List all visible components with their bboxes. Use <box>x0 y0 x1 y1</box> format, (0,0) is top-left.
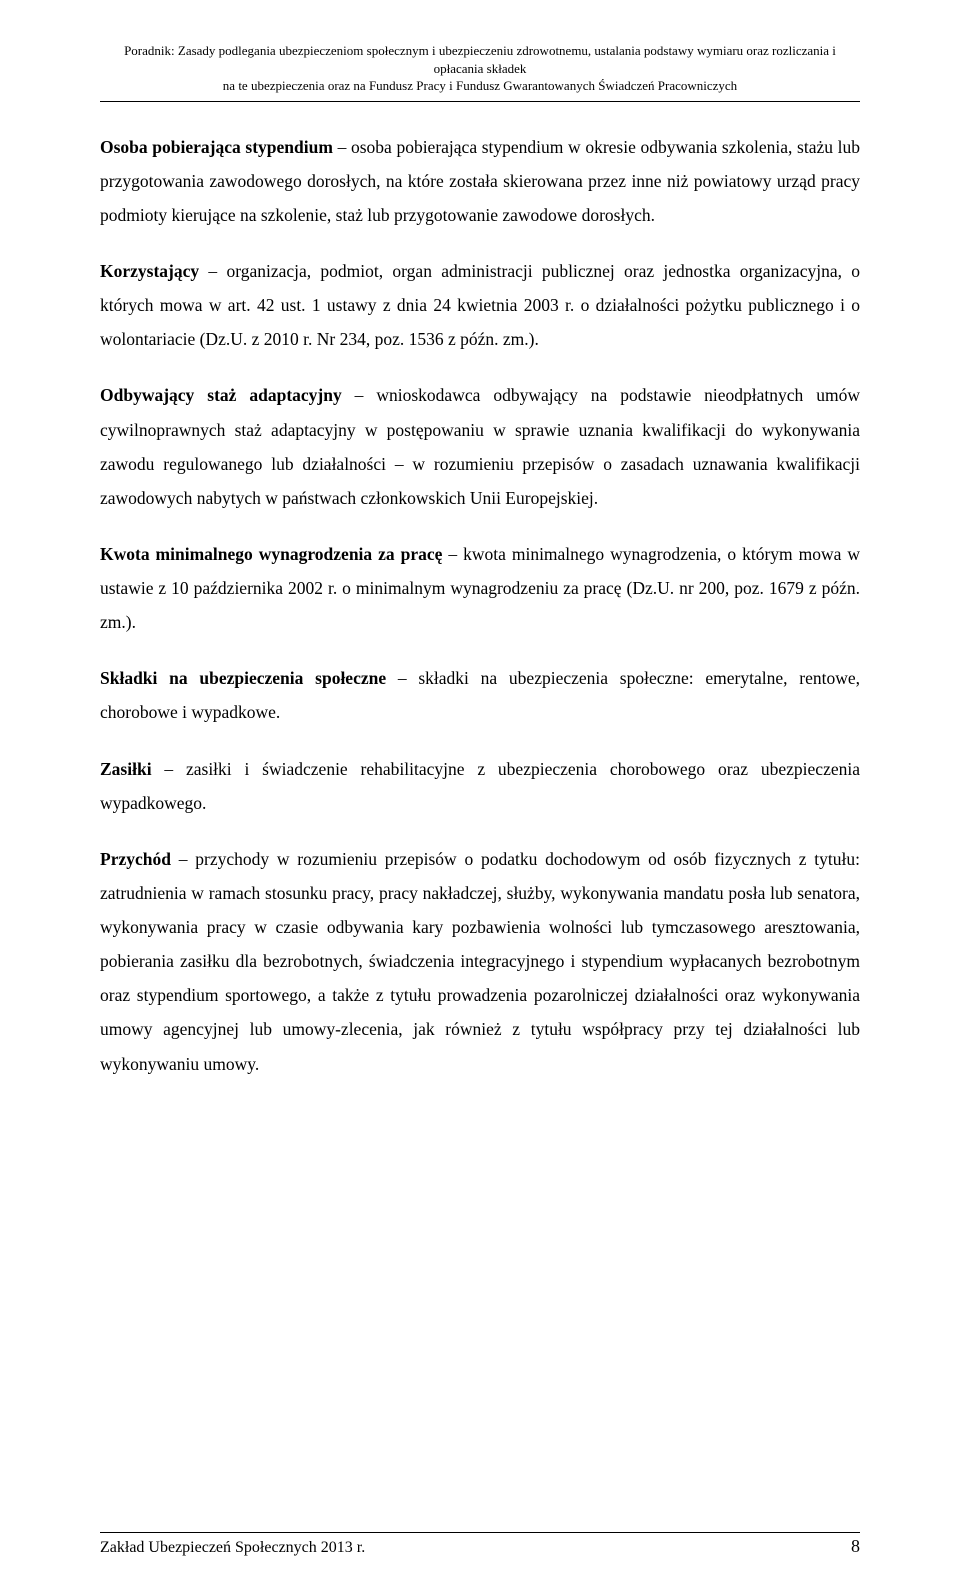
page-number: 8 <box>851 1536 860 1557</box>
footer-divider <box>100 1532 860 1533</box>
page-footer: Zakład Ubezpieczeń Społecznych 2013 r. 8 <box>100 1536 860 1557</box>
term: Kwota minimalnego wynagrodzenia za pracę <box>100 544 442 564</box>
definition-przychod: Przychód – przychody w rozumieniu przepi… <box>100 842 860 1081</box>
term: Przychód <box>100 849 171 869</box>
term: Odbywający staż adaptacyjny <box>100 385 342 405</box>
header-line2: na te ubezpieczenia oraz na Fundusz Prac… <box>100 77 860 95</box>
header-label: Poradnik: <box>124 43 178 58</box>
definition-korzystajacy: Korzystający – organizacja, podmiot, org… <box>100 254 860 356</box>
term: Zasiłki <box>100 759 152 779</box>
term: Osoba pobierająca stypendium <box>100 137 333 157</box>
footer-text: Zakład Ubezpieczeń Społecznych 2013 r. <box>100 1539 365 1557</box>
definition-text: – organizacja, podmiot, organ administra… <box>100 261 860 349</box>
definition-text: – przychody w rozumieniu przepisów o pod… <box>100 849 860 1074</box>
term: Składki na ubezpieczenia społeczne <box>100 668 386 688</box>
header-line1: Zasady podlegania ubezpieczeniom społecz… <box>178 43 836 76</box>
term: Korzystający <box>100 261 199 281</box>
definition-text: – zasiłki i świadczenie rehabilitacyjne … <box>100 759 860 813</box>
definition-zasilki: Zasiłki – zasiłki i świadczenie rehabili… <box>100 752 860 820</box>
definition-odbywajacy-staz: Odbywający staż adaptacyjny – wnioskodaw… <box>100 378 860 515</box>
page-header: Poradnik: Zasady podlegania ubezpieczeni… <box>100 42 860 102</box>
definition-osoba-pobierajaca-stypendium: Osoba pobierająca stypendium – osoba pob… <box>100 130 860 232</box>
definition-skladki: Składki na ubezpieczenia społeczne – skł… <box>100 661 860 729</box>
definition-kwota-minimalnego-wynagrodzenia: Kwota minimalnego wynagrodzenia za pracę… <box>100 537 860 639</box>
